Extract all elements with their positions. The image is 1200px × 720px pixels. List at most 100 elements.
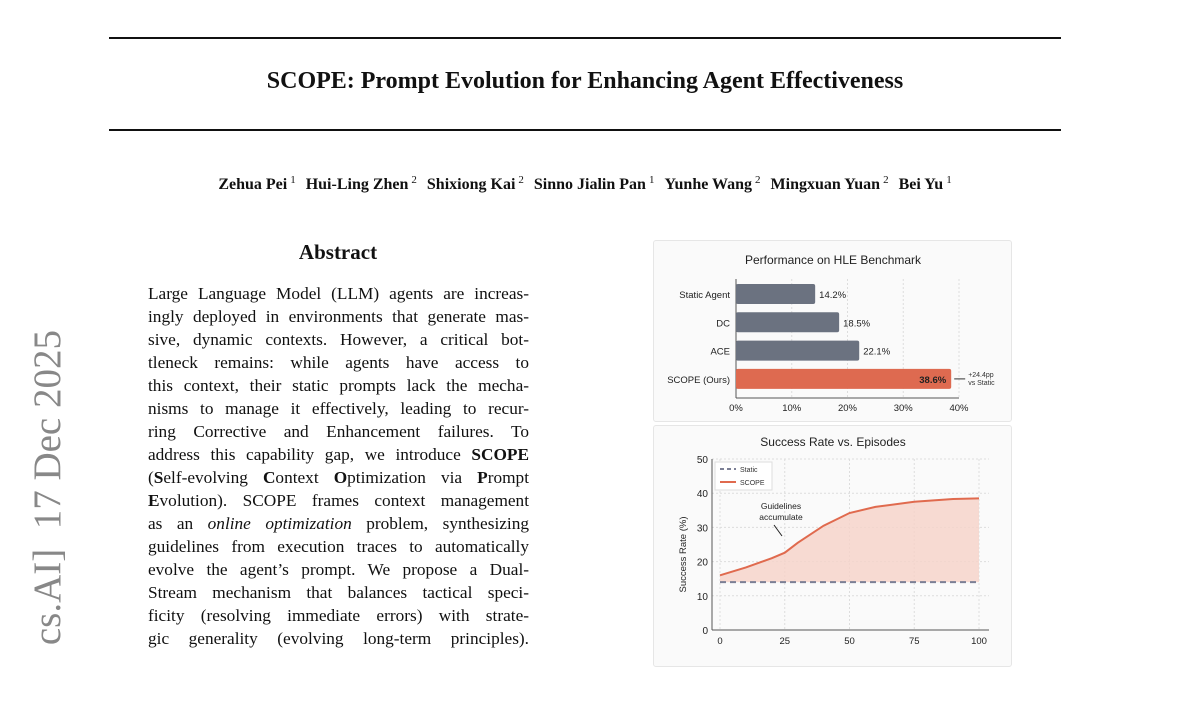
abstract-line: ring Corrective and Enhancement failures…: [148, 420, 529, 443]
abstract-body: Large Language Model (LLM) agents are in…: [148, 282, 529, 650]
author-name: Hui-Ling Zhen: [305, 176, 409, 194]
abstract-line: sive, dynamic contexts. However, a criti…: [148, 328, 529, 351]
abstract-line: this context, their static prompts lack …: [148, 374, 529, 397]
x-tick-label: 25: [779, 636, 790, 647]
y-tick-label: 40: [697, 489, 709, 500]
abstract-line: ficity (resolving immediate errors) with…: [148, 604, 529, 627]
line-chart: Success Rate vs. Episodes 0 10 20 30 40 50 0 25 5…: [678, 435, 989, 647]
abstract-text: tleneck remains: while agents have acces…: [148, 353, 529, 372]
author-name: Mingxuan Yuan: [770, 176, 881, 194]
x-tick-label: 50: [844, 636, 855, 647]
abstract-text: ficity (resolving immediate errors) with…: [148, 606, 529, 625]
annotation-text: vs Static: [968, 380, 995, 387]
abstract-line: guidelines from execution traces to auto…: [148, 535, 529, 558]
abstract-text: ptimization via: [347, 468, 478, 487]
y-tick-label: 30: [697, 523, 709, 534]
abstract-text: volution). SCOPE frames context manageme…: [159, 491, 529, 510]
abstract-text: as an: [148, 514, 208, 533]
legend-box: [714, 461, 773, 491]
abstract-text: E: [148, 491, 160, 510]
abstract-line: (Self-evolving Context Optimization via …: [148, 466, 529, 489]
abstract-text: address this capability gap, we introduc…: [148, 445, 472, 464]
abstract-text: ingly deployed in environments that gene…: [148, 307, 529, 326]
abstract-text: SCOPE: [471, 445, 529, 464]
annotation-text: Guidelines: [761, 501, 801, 511]
abstract-text: guidelines from execution traces to auto…: [148, 537, 529, 556]
annotation-text: +24.4pp: [968, 372, 994, 379]
affiliation-mark: 2: [411, 174, 417, 186]
annotation-text: accumulate: [759, 512, 803, 522]
category-label: SCOPE (Ours): [667, 375, 730, 386]
author: Yunhe Wang 2: [664, 174, 761, 194]
x-tick-label: 20%: [838, 403, 858, 414]
abstract-text: evolve the agent’s prompt. We propose a …: [148, 560, 529, 579]
bar: [736, 340, 860, 361]
category-label: DC: [716, 318, 730, 329]
bar: [736, 368, 952, 389]
affiliation-mark: 1: [648, 174, 655, 186]
author: Sinno Jialin Pan 1: [533, 174, 655, 194]
author-name: Bei Yu: [898, 176, 944, 194]
title-bottom-rule: [109, 129, 1061, 131]
affiliation-mark: 1: [946, 174, 952, 186]
y-tick-label: 10: [697, 592, 709, 603]
author: Hui-Ling Zhen 2: [305, 174, 417, 194]
abstract-line: Evolution). SCOPE frames context managem…: [148, 489, 529, 512]
legend-label: SCOPE: [740, 480, 765, 487]
abstract-text: Stream mechanism that balances tactical …: [148, 583, 529, 602]
x-tick-label: 0%: [729, 403, 743, 414]
abstract-text: O: [333, 468, 348, 487]
abstract-text: rompt: [487, 468, 529, 487]
abstract-text: nisms to manage it effectively, leading …: [148, 399, 529, 418]
author-name: Shixiong Kai: [426, 176, 516, 194]
value-label: 18.5%: [843, 318, 870, 329]
bar-chart: Performance on HLE Benchmark 0% 10% 20% 30% 4…: [667, 253, 995, 414]
bar-chart-panel: Performance on HLE Benchmark 0% 10% 20% 30% 4…: [653, 240, 1012, 422]
chart-title: Success Rate vs. Episodes: [760, 435, 905, 449]
author-name: Yunhe Wang: [664, 176, 753, 194]
abstract-line: Large Language Model (LLM) agents are in…: [148, 282, 529, 305]
author-list: Zehua Pei 1 Hui-Ling Zhen 2 Shixiong Kai 2 Sin…: [109, 174, 1061, 194]
author: Mingxuan Yuan 2: [770, 174, 889, 194]
abstract-text: (: [148, 468, 154, 487]
abstract-line: gic generality (evolving long-term princ…: [148, 627, 529, 650]
top-rule: [109, 37, 1061, 39]
abstract-line: tleneck remains: while agents have acces…: [148, 351, 529, 374]
x-tick-label: 40%: [949, 403, 969, 414]
abstract-text: online optimization: [207, 514, 352, 533]
x-tick-label: 100: [971, 636, 987, 647]
category-label: Static Agent: [679, 290, 730, 301]
author: Bei Yu 1: [898, 174, 952, 194]
y-tick-label: 0: [702, 626, 708, 637]
arxiv-stamp: cs.AI] 17 Dec 2025: [26, 330, 69, 646]
author: Shixiong Kai 2: [426, 174, 524, 194]
abstract-line: evolve the agent’s prompt. We propose a …: [148, 558, 529, 581]
y-tick-label: 50: [697, 455, 709, 466]
abstract-text: sive, dynamic contexts. However, a criti…: [148, 330, 529, 349]
x-tick-label: 0: [717, 636, 722, 647]
abstract-text: P: [477, 468, 488, 487]
abstract-line: nisms to manage it effectively, leading …: [148, 397, 529, 420]
y-tick-label: 20: [697, 558, 709, 569]
author-name: Sinno Jialin Pan: [533, 176, 646, 194]
abstract-text: elf-evolving: [163, 468, 263, 487]
abstract-heading: Abstract: [298, 240, 378, 264]
y-axis-label: Success Rate (%): [678, 516, 689, 592]
legend-label: Static: [740, 467, 758, 474]
x-tick-label: 30%: [894, 403, 914, 414]
chart-title: Performance on HLE Benchmark: [745, 253, 922, 267]
bar: [736, 284, 816, 304]
x-tick-label: 75: [909, 636, 920, 647]
abstract-text: Large Language Model (LLM) agents are in…: [148, 284, 529, 303]
abstract-line: as an online optimization problem, synth…: [148, 512, 529, 535]
value-label: 22.1%: [863, 347, 890, 358]
abstract-text: problem, synthesizing: [351, 514, 529, 533]
abstract-line: Stream mechanism that balances tactical …: [148, 581, 529, 604]
abstract-text: ring Corrective and Enhancement failures…: [148, 422, 529, 441]
series-line-scope: [719, 497, 980, 577]
bar: [736, 312, 840, 333]
category-label: ACE: [710, 347, 730, 358]
x-tick-label: 10%: [782, 403, 802, 414]
affiliation-mark: 2: [755, 174, 761, 186]
affiliation-mark: 2: [518, 174, 524, 186]
